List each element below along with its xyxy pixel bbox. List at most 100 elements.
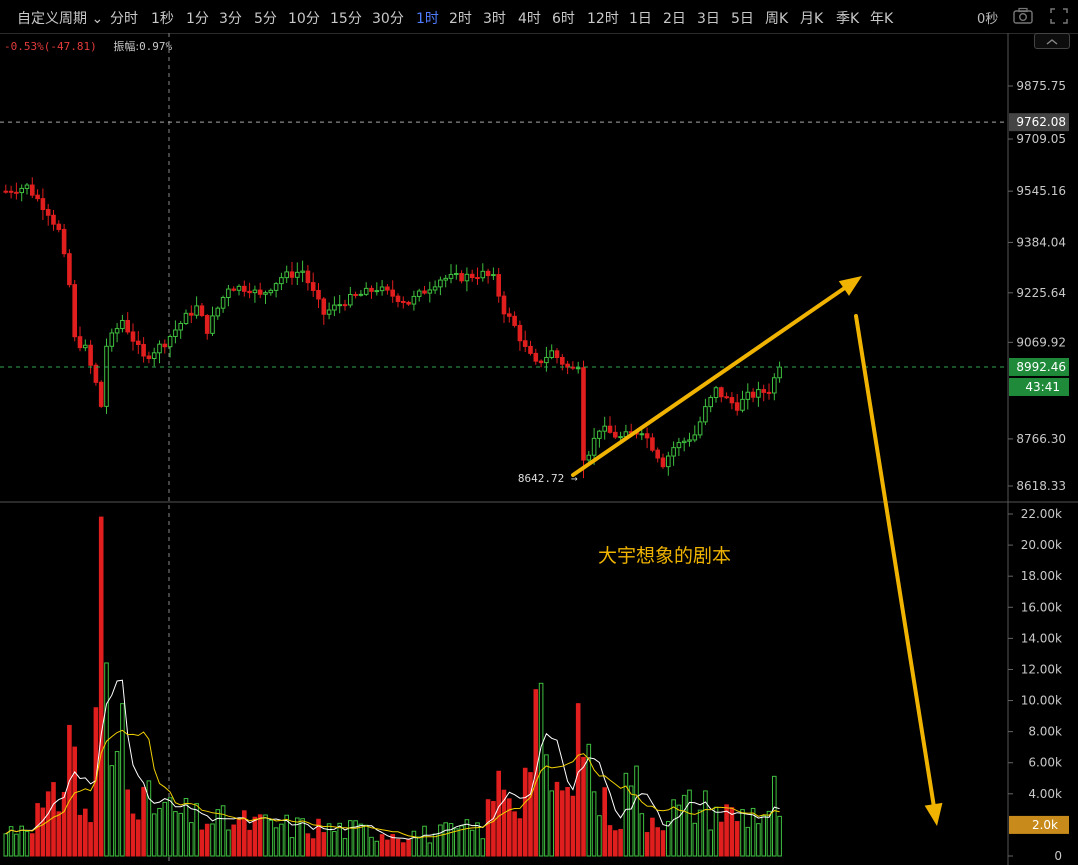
candle-body xyxy=(772,377,777,394)
candle-body xyxy=(295,271,300,278)
volume-bar xyxy=(507,798,512,857)
fullscreen-icon[interactable] xyxy=(1048,6,1070,26)
tab-timeframe-3时[interactable]: 3时 xyxy=(483,11,506,27)
candle-body xyxy=(72,284,78,338)
volume-bar xyxy=(724,804,729,857)
candle-body xyxy=(522,340,528,347)
tab-timeframe-年K[interactable]: 年K xyxy=(870,11,894,27)
volume-bar xyxy=(72,746,78,857)
price-tick-label: 9875.75 xyxy=(1016,79,1066,93)
volume-bar xyxy=(136,819,141,857)
tab-timeframe-5日[interactable]: 5日 xyxy=(731,11,754,27)
amplitude-value: 0.97% xyxy=(139,40,173,53)
candle-body xyxy=(136,340,141,346)
candle-body xyxy=(454,273,459,276)
tab-timeframe-5分[interactable]: 5分 xyxy=(254,11,277,27)
volume-bar xyxy=(713,806,719,857)
volume-bar xyxy=(98,516,104,857)
candle-body xyxy=(406,301,411,305)
volume-tick-label: 10.00k xyxy=(1021,694,1062,708)
collapse-button[interactable] xyxy=(1034,33,1070,49)
candle-body xyxy=(173,329,178,337)
volume-bar xyxy=(61,791,67,857)
volume-bar xyxy=(528,772,533,857)
tab-timeframe-3日[interactable]: 3日 xyxy=(697,11,720,27)
candle-body xyxy=(178,323,183,331)
candle-body xyxy=(591,437,597,456)
volume-bar xyxy=(295,817,300,857)
volume-bar xyxy=(173,811,178,857)
candle-body xyxy=(93,364,99,383)
volume-bar xyxy=(109,765,115,857)
tab-timeframe-1时[interactable]: 1时 xyxy=(416,11,439,27)
volume-bar xyxy=(3,833,9,857)
volume-bar xyxy=(30,833,35,857)
current-volume-value: 2.0k xyxy=(1032,818,1058,832)
candle-body xyxy=(650,437,655,451)
volume-bar xyxy=(93,707,99,857)
candle-body xyxy=(565,363,570,368)
candle-body xyxy=(77,336,83,349)
volume-bar xyxy=(427,842,433,857)
volume-bar xyxy=(469,829,475,857)
countdown-value: 43:41 xyxy=(1025,380,1060,394)
chevron-up-icon xyxy=(1046,39,1058,45)
volume-bar xyxy=(745,826,751,857)
tab-timeframe-12时[interactable]: 12时 xyxy=(587,11,619,27)
volume-bar xyxy=(565,787,570,857)
tab-timeframe-15分[interactable]: 15分 xyxy=(330,11,362,27)
tab-timeframe-30分[interactable]: 30分 xyxy=(372,11,404,27)
candle-body xyxy=(703,406,708,423)
candle-body xyxy=(125,319,131,333)
custom-period-dropdown[interactable]: 自定义周期 ⌄ xyxy=(17,11,104,27)
current-volume-tag xyxy=(1009,815,1069,834)
candle-body xyxy=(681,440,687,444)
tab-timeframe-1分[interactable]: 1分 xyxy=(186,11,209,27)
last-price-value: 8992.46 xyxy=(1016,360,1066,374)
tab-timeframe-6时[interactable]: 6时 xyxy=(552,11,575,27)
candle-body xyxy=(618,436,623,439)
tab-timeframe-周K[interactable]: 周K xyxy=(765,11,789,27)
volume-bar xyxy=(522,767,528,857)
volume-bar xyxy=(77,814,83,857)
tab-timeframe-1日[interactable]: 1日 xyxy=(629,11,652,27)
tab-timeframe-2时[interactable]: 2时 xyxy=(449,11,472,27)
volume-bar xyxy=(157,807,162,857)
camera-icon[interactable] xyxy=(1012,6,1034,26)
volume-bar xyxy=(8,826,14,857)
volume-bar xyxy=(761,815,767,857)
candle-body xyxy=(533,352,539,362)
candle-body xyxy=(109,332,115,347)
tab-timeframe-月K[interactable]: 月K xyxy=(800,11,824,27)
price-tick-label: 8766.30 xyxy=(1016,432,1066,446)
candle-body xyxy=(220,296,226,309)
tab-timeframe-2日[interactable]: 2日 xyxy=(663,11,686,27)
volume-bar xyxy=(459,825,464,857)
volume-bar xyxy=(708,829,714,857)
tab-timeframe-10分[interactable]: 10分 xyxy=(288,11,320,27)
volume-bar xyxy=(125,789,131,857)
candle-body xyxy=(310,282,316,291)
volume-bar xyxy=(740,809,745,857)
tab-timeframe-季K[interactable]: 季K xyxy=(836,11,860,27)
volume-bar xyxy=(655,827,661,857)
candle-body xyxy=(528,345,533,354)
candle-body xyxy=(554,350,560,358)
volume-bar xyxy=(549,790,555,857)
candle-body xyxy=(390,289,395,297)
candle-body xyxy=(40,198,46,211)
tab-timeframe-1秒[interactable]: 1秒 xyxy=(151,11,174,27)
candle-body xyxy=(655,449,661,459)
volume-bar xyxy=(284,814,289,857)
volume-tick-label: 4.00k xyxy=(1028,787,1062,801)
volume-bar xyxy=(189,822,194,857)
volume-bar xyxy=(242,810,247,857)
candle-body xyxy=(427,289,433,294)
tab-timeframe-4时[interactable]: 4时 xyxy=(518,11,541,27)
tab-timeframe-分时[interactable]: 分时 xyxy=(110,11,138,27)
candle-body xyxy=(321,298,327,315)
volume-bar xyxy=(305,833,311,857)
volume-bar xyxy=(395,838,401,857)
tab-timeframe-3分[interactable]: 3分 xyxy=(219,11,242,27)
